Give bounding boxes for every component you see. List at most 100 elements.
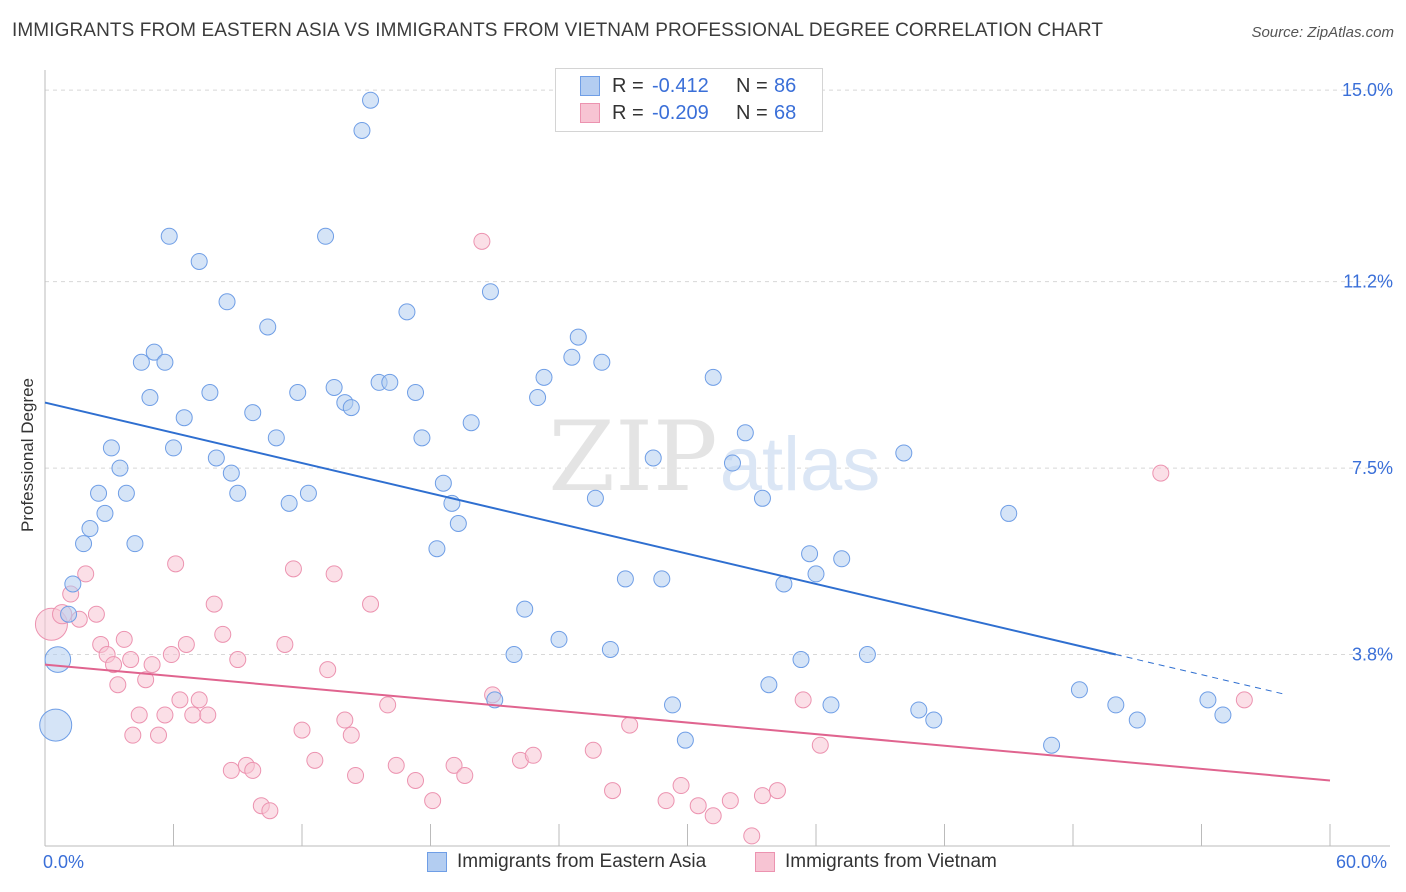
eastern-asia-point [117, 484, 135, 502]
eastern-asia-point [593, 353, 611, 371]
vietnam-point [261, 802, 279, 820]
eastern-asia-point [289, 383, 307, 401]
vietnam-point [604, 782, 622, 800]
eastern-asia-point [516, 600, 534, 618]
data-points [34, 91, 1253, 845]
y-tick-label: 7.5% [1352, 458, 1393, 478]
eastern-asia-point [529, 389, 547, 407]
eastern-asia-point [381, 373, 399, 391]
legend-swatch-vietnam [580, 103, 600, 123]
eastern-asia-point [1000, 504, 1018, 522]
vietnam-point [229, 651, 247, 669]
eastern-asia-point [244, 404, 262, 422]
correlation-legend: R = -0.412 N = 86 R = -0.209 N = 68 [555, 68, 823, 132]
series-legend-swatch-eastern-asia [427, 852, 447, 872]
eastern-asia-point [925, 711, 943, 729]
series-legend-eastern-asia: Immigrants from Eastern Asia [427, 851, 706, 873]
eastern-asia-point [792, 651, 810, 669]
eastern-asia-point [858, 646, 876, 664]
vietnam-point [721, 792, 739, 810]
legend-r-value: -0.412 [652, 74, 709, 97]
vietnam-point [584, 741, 602, 759]
vietnam-point [293, 721, 311, 739]
watermark: ZIP atlas [548, 401, 880, 513]
y-tick-label: 3.8% [1352, 645, 1393, 665]
eastern-asia-point [398, 303, 416, 321]
legend-n-label: N = [736, 74, 768, 97]
eastern-asia-point [165, 439, 182, 457]
eastern-asia-point [342, 399, 360, 417]
eastern-asia-point [156, 353, 174, 371]
eastern-asia-point [753, 489, 771, 507]
vietnam-point [362, 595, 380, 613]
y-tick-label: 11.2% [1343, 272, 1393, 292]
legend-r-label: R = [612, 101, 644, 124]
vietnam-point [122, 651, 140, 669]
vietnam-point [811, 736, 829, 754]
vietnam-point [672, 777, 690, 795]
series-legend-label: Immigrants from Vietnam [785, 851, 997, 872]
vietnam-point [124, 726, 142, 744]
eastern-asia-point [822, 696, 840, 714]
vietnam-point [214, 625, 232, 643]
trend-lines [44, 401, 1331, 782]
eastern-asia-point [807, 565, 825, 583]
eastern-asia-point [60, 605, 78, 623]
vietnam-point [284, 560, 302, 578]
eastern-asia-point [407, 383, 425, 401]
eastern-asia-trend-line [44, 401, 1117, 656]
vietnam-point [379, 696, 397, 714]
legend-row-eastern-asia: R = -0.412 N = 86 [580, 73, 796, 99]
eastern-asia-point [259, 318, 277, 336]
eastern-asia-point [132, 353, 150, 371]
chart-source: Source: ZipAtlas.com [1251, 24, 1394, 41]
eastern-asia-point [160, 227, 178, 245]
vietnam-point [162, 646, 180, 664]
eastern-asia-point [676, 731, 694, 749]
legend-r-label: R = [612, 74, 644, 97]
vietnam-point [704, 807, 722, 825]
eastern-asia-point [201, 383, 219, 401]
legend-n-value: 68 [774, 101, 797, 124]
eastern-asia-point [280, 494, 298, 512]
eastern-asia-point [910, 701, 928, 719]
watermark-zip: ZIP [548, 401, 717, 513]
eastern-asia-point [44, 646, 72, 673]
x-tick-label-min: 0.0% [43, 852, 85, 872]
eastern-asia-point [190, 252, 208, 270]
eastern-asia-point [413, 429, 431, 447]
eastern-asia-point [229, 484, 247, 502]
vietnam-point [177, 635, 195, 653]
legend-n-value: 86 [774, 74, 797, 97]
eastern-asia-point [362, 91, 380, 109]
eastern-asia-point [736, 424, 754, 442]
series-legend-label: Immigrants from Eastern Asia [457, 851, 707, 872]
vietnam-point [276, 635, 294, 653]
vietnam-point [171, 691, 189, 709]
y-tick-labels: 3.8% 7.5% 11.2% 15.0% [1342, 80, 1393, 664]
eastern-asia-point [586, 489, 604, 507]
eastern-asia-point [601, 640, 619, 658]
eastern-asia-point [126, 535, 144, 553]
vietnam-point [167, 555, 185, 573]
vietnam-point [753, 787, 771, 805]
eastern-asia-point [760, 676, 778, 694]
eastern-asia-point [39, 708, 73, 742]
vietnam-point [137, 671, 155, 689]
vietnam-point [342, 726, 360, 744]
vietnam-point [184, 706, 202, 724]
vietnam-point [336, 711, 354, 729]
vietnam-point [190, 691, 208, 709]
eastern-asia-point [1199, 691, 1217, 709]
eastern-asia-point [833, 550, 851, 568]
vietnam-point [150, 726, 168, 744]
eastern-asia-point [462, 414, 480, 432]
vietnam-point [387, 756, 405, 774]
vietnam-point [621, 716, 639, 734]
vietnam-point [473, 232, 491, 250]
vietnam-point [109, 676, 127, 694]
vietnam-point [794, 691, 812, 709]
vietnam-point [115, 630, 133, 648]
vietnam-point [130, 706, 148, 724]
eastern-asia-point [299, 484, 317, 502]
